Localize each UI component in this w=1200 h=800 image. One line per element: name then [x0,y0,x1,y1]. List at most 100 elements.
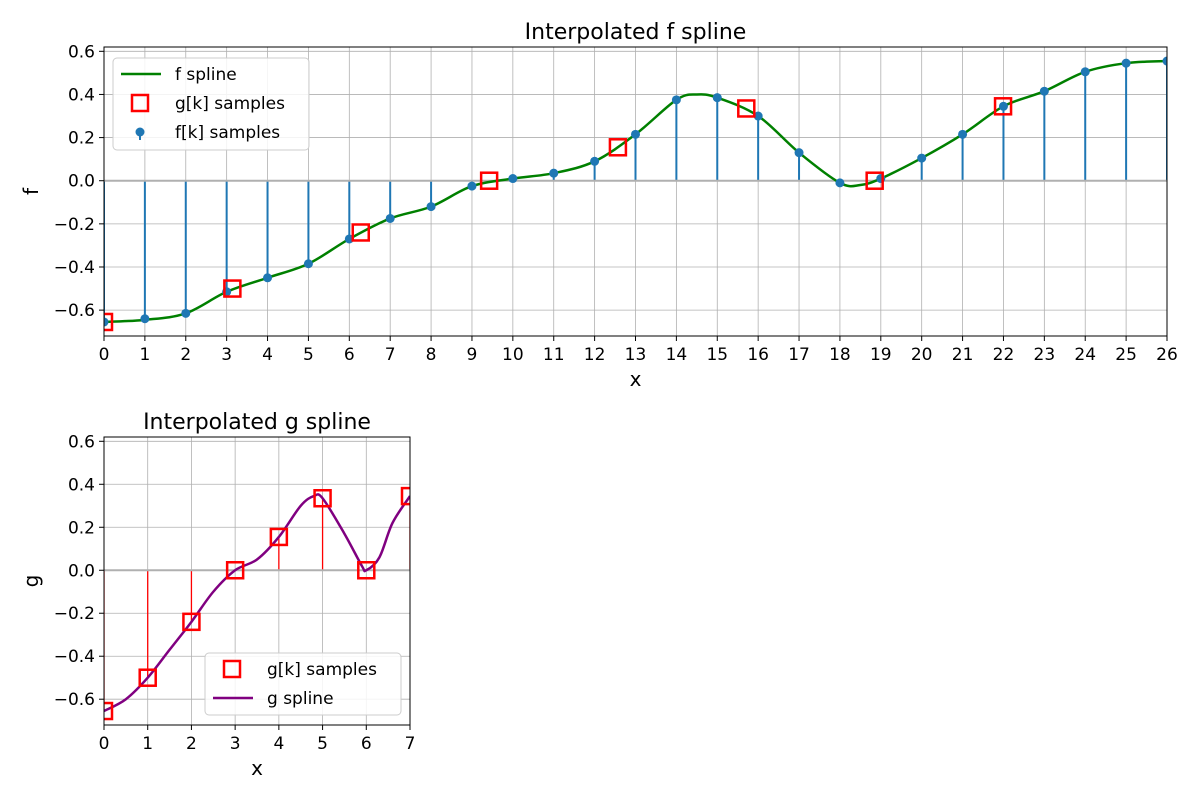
sample-point [467,181,477,191]
chart-title: Interpolated f spline [525,20,747,45]
x-tick-label: 18 [829,345,851,365]
x-tick-label: 23 [1034,345,1056,365]
square-marker [993,97,1013,116]
y-tick-label: −0.4 [54,647,95,667]
x-axis-label: x [251,756,263,780]
legend-label: f[k] samples [175,123,280,143]
x-tick-label: 19 [870,345,892,365]
x-tick-label: 6 [344,345,355,365]
square-marker [608,138,628,157]
x-tick-label: 3 [221,345,232,365]
x-tick-label: 11 [543,345,565,365]
stem-lines [104,61,1167,322]
sample-point [303,259,313,269]
x-tick-label: 1 [139,345,150,365]
x-tick-label: 4 [273,734,284,754]
y-axis-label: g [19,575,43,588]
sample-point [140,314,150,324]
legend-point-swatch [135,127,145,137]
sample-point [753,111,763,121]
sample-point [631,129,640,139]
x-tick-label: 1 [142,734,153,754]
x-tick-label: 5 [317,734,328,754]
square-marker [225,561,245,580]
x-tick-label: 0 [99,345,110,365]
y-tick-label: −0.6 [54,690,95,710]
square-marker [313,489,332,508]
sample-point [508,174,518,184]
x-tick-label: 5 [303,345,314,365]
y-tick-label: 0.0 [68,561,95,581]
y-tick-label: 0.6 [68,42,95,62]
sample-point [549,168,559,178]
x-tick-label: 2 [186,734,197,754]
plot-area [104,486,410,721]
sample-point [263,273,273,283]
square-marker [182,612,201,632]
x-tick-label: 26 [1156,345,1178,365]
sample-point [712,93,722,103]
square-marker [865,171,884,190]
square-marker [223,279,242,298]
legend-label: g[k] samples [175,94,285,114]
x-tick-label: 8 [426,345,437,365]
legend-label: g spline [267,689,334,709]
legend-box [112,57,310,151]
spline-line [104,493,410,713]
plot-area [104,56,1167,332]
x-axis-label: x [630,367,642,391]
sample-point [385,213,395,223]
x-tick-label: 16 [747,345,769,365]
y-tick-label: 0.6 [68,432,95,452]
x-tick-label: 2 [180,345,191,365]
sample-point [1039,86,1049,96]
x-tick-label: 25 [1115,345,1137,365]
square-marker [138,668,157,687]
x-tick-label: 4 [262,345,273,365]
x-tick-label: 14 [666,345,688,365]
x-tick-label: 21 [952,345,974,365]
square-marker [104,701,114,721]
y-tick-label: 0.2 [68,518,95,538]
g-spline-panel: 0 1 2 3 4 5 6 7 −0.6 −0.4 −0.2 0.0 0.2 0.4 0.6 Interpol… [19,410,416,780]
y-tick-label: −0.6 [54,301,95,321]
x-tick-label: 15 [706,345,728,365]
x-tick-label: 0 [99,734,110,754]
sample-point [1121,58,1131,68]
x-tick-label: 24 [1074,345,1096,365]
sample-point [876,174,886,184]
f-spline-panel: 0 1 2 3 4 5 6 7 8 9 10 11 12 13 14 15 16 17 18 19 20 21 22 23 24… [19,20,1178,391]
axes-frame [103,436,411,726]
square-marker [269,527,289,547]
x-tick-label: 17 [788,345,810,365]
x-tick-label: 3 [230,734,241,754]
legend-label: f spline [175,65,237,85]
square-marker [104,312,114,332]
sample-point [181,308,191,318]
x-tick-label: 7 [385,345,396,365]
square-marker [400,486,410,506]
x-tick-label: 12 [584,345,606,365]
x-tick-label: 13 [625,345,647,365]
sample-point [998,101,1008,111]
square-marker [357,561,376,580]
legend: f spline g[k] samples f[k] samples [112,57,310,151]
sample-point [590,156,600,166]
sample-point [917,153,927,163]
x-tick-label: 7 [405,734,416,754]
y-tick-label: 0.4 [68,475,95,495]
square-marker [351,223,371,242]
x-tick-label: 10 [502,345,524,365]
y-tick-label: 0.4 [68,85,95,105]
sample-point [794,148,804,158]
y-tick-label: 0.2 [68,129,95,149]
square-marker [479,171,499,190]
legend-label: g[k] samples [267,660,377,680]
sample-point [958,129,968,139]
x-tick-label: 6 [361,734,372,754]
legend-box [204,652,402,716]
legend-square-swatch [222,659,242,679]
chart-title: Interpolated g spline [143,410,371,435]
sample-point [1080,67,1090,77]
x-tick-label: 9 [467,345,478,365]
